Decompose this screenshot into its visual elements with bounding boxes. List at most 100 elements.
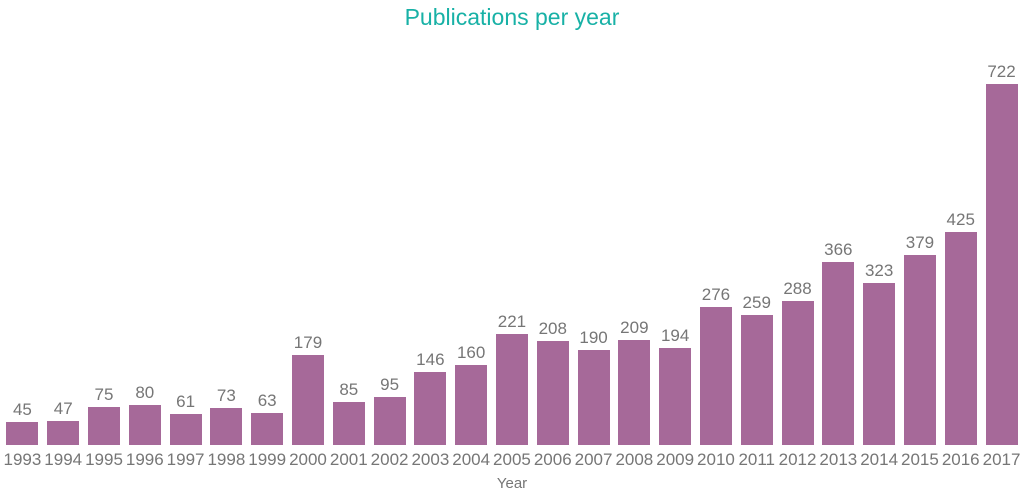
- bar-value-label: 47: [53, 399, 73, 418]
- bar-value-label: 323: [864, 261, 894, 280]
- bar-column: 288 2012: [777, 40, 818, 469]
- x-tick-label: 2012: [778, 450, 817, 469]
- x-tick-label: 2011: [738, 450, 776, 469]
- x-tick-label: 1995: [85, 450, 123, 469]
- x-tick-label: 1994: [44, 450, 83, 469]
- bar-column: 366 2013: [818, 40, 859, 469]
- bar-value-label: 160: [456, 343, 486, 362]
- bar-column: 208 2006: [532, 40, 573, 469]
- bar-column: 379 2015: [900, 40, 941, 469]
- bar-value-label: 95: [380, 375, 400, 394]
- x-tick-label: 2008: [615, 450, 654, 469]
- bar[interactable]: [740, 315, 773, 445]
- bar-value-label: 179: [293, 333, 323, 352]
- bar-column: 160 2004: [451, 40, 492, 469]
- bar[interactable]: [618, 340, 651, 445]
- bar-column: 95 2002: [369, 40, 410, 469]
- bar-column: 146 2003: [410, 40, 451, 469]
- bar[interactable]: [577, 350, 610, 445]
- bar-column: 63 1999: [247, 40, 288, 469]
- bar[interactable]: [659, 348, 692, 445]
- bar-column: 190 2007: [573, 40, 614, 469]
- bar[interactable]: [373, 397, 406, 445]
- bar-value-label: 61: [176, 392, 196, 411]
- bar[interactable]: [781, 301, 814, 445]
- bar-value-label: 722: [987, 62, 1016, 81]
- bar-column: 425 2016: [940, 40, 981, 469]
- x-tick-label: 2006: [533, 450, 572, 469]
- bar[interactable]: [822, 262, 855, 445]
- bar[interactable]: [47, 421, 80, 445]
- bar-value-label: 146: [416, 350, 445, 369]
- bar-value-label: 259: [742, 293, 771, 312]
- x-tick-label: 1993: [3, 450, 42, 469]
- x-tick-label: 1999: [248, 450, 287, 469]
- bar[interactable]: [414, 372, 447, 445]
- bar[interactable]: [536, 341, 569, 445]
- bar[interactable]: [699, 307, 732, 445]
- bar-column: 61 1997: [165, 40, 206, 469]
- bar[interactable]: [455, 365, 488, 445]
- bar[interactable]: [6, 422, 39, 445]
- bar-column: 85 2001: [328, 40, 369, 469]
- bar-value-label: 73: [216, 386, 236, 405]
- x-tick-label: 2010: [697, 450, 735, 469]
- x-tick-label: 2002: [370, 450, 409, 469]
- bar[interactable]: [944, 232, 977, 445]
- x-tick-label: 1997: [166, 450, 205, 469]
- bar-column: 194 2009: [655, 40, 696, 469]
- x-tick-label: 2013: [819, 450, 858, 469]
- bar-value-label: 288: [783, 279, 812, 298]
- bar-column: 47 1994: [43, 40, 84, 469]
- x-tick-label: 2004: [452, 450, 491, 469]
- bar-value-label: 194: [660, 326, 690, 345]
- x-tick-label: 2003: [411, 450, 450, 469]
- bar-value-label: 209: [620, 318, 649, 337]
- bar-column: 209 2008: [614, 40, 655, 469]
- bar[interactable]: [291, 355, 324, 445]
- bar-value-label: 85: [339, 380, 359, 399]
- bar-column: 323 2014: [859, 40, 900, 469]
- bars-row: 45 1993 47 1994 75 1995 80 1996 61 1997 …: [2, 40, 1022, 469]
- bar-column: 221 2005: [492, 40, 533, 469]
- x-tick-label: 2001: [329, 450, 368, 469]
- bar-value-label: 366: [824, 240, 853, 259]
- bar-value-label: 45: [12, 400, 32, 419]
- x-tick-label: 2015: [901, 450, 939, 469]
- x-tick-label: 1998: [207, 450, 246, 469]
- bar[interactable]: [210, 408, 243, 445]
- bar-value-label: 75: [94, 385, 114, 404]
- bar[interactable]: [332, 402, 365, 445]
- x-tick-label: 2007: [574, 450, 613, 469]
- bar[interactable]: [985, 84, 1018, 445]
- x-tick-label: 2009: [656, 450, 695, 469]
- bar[interactable]: [863, 283, 896, 445]
- bar-column: 259 2011: [736, 40, 777, 469]
- x-tick-label: 2005: [493, 450, 531, 469]
- chart-title: Publications per year: [404, 4, 620, 30]
- x-tick-label: 2016: [941, 450, 980, 469]
- bar-value-label: 190: [579, 328, 608, 347]
- bar-column: 179 2000: [288, 40, 329, 468]
- bar-value-label: 208: [538, 319, 567, 338]
- x-axis-title: Year: [496, 475, 528, 492]
- bar[interactable]: [169, 414, 202, 445]
- x-tick-label: 1996: [125, 450, 164, 469]
- bar[interactable]: [87, 407, 120, 445]
- bar[interactable]: [251, 413, 284, 445]
- bar[interactable]: [903, 255, 936, 445]
- bar-value-label: 379: [905, 233, 935, 252]
- bar-value-label: 425: [946, 210, 975, 229]
- bar-column: 45 1993: [2, 40, 43, 469]
- bar-column: 276 2010: [696, 40, 737, 469]
- bar-value-label: 63: [257, 391, 277, 410]
- bar-value-label: 221: [497, 312, 527, 331]
- x-tick-label: 2017: [982, 450, 1021, 469]
- bar[interactable]: [128, 405, 161, 445]
- bar[interactable]: [495, 334, 528, 445]
- x-tick-label: 2014: [860, 450, 899, 469]
- plot-area: 45 1993 47 1994 75 1995 80 1996 61 1997 …: [2, 40, 1022, 469]
- bar-value-label: 80: [135, 383, 155, 402]
- bar-column: 722 2017: [981, 40, 1022, 469]
